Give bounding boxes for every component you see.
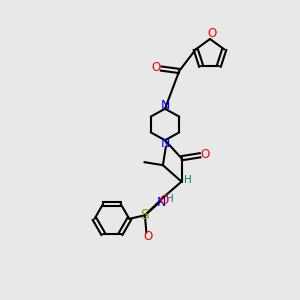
Text: H: H [184, 176, 192, 185]
Text: O: O [143, 230, 152, 243]
Text: O: O [160, 194, 169, 207]
Text: N: N [157, 196, 166, 208]
Text: H: H [166, 194, 174, 204]
Text: O: O [152, 61, 161, 74]
Text: N: N [160, 137, 170, 150]
Text: S: S [140, 208, 149, 222]
Text: N: N [160, 99, 170, 112]
Text: O: O [200, 148, 209, 161]
Text: O: O [207, 27, 216, 40]
